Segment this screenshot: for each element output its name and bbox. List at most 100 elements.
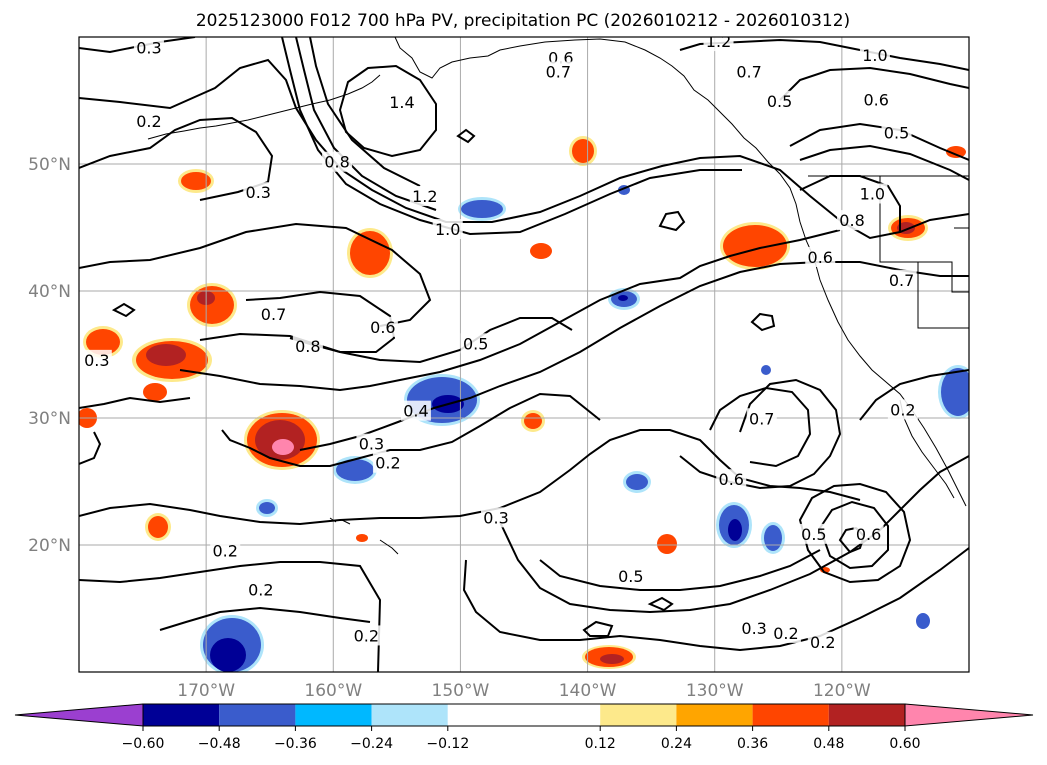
- contour-label-text: 0.4: [403, 402, 428, 421]
- colorbar-tick-label: 0.24: [661, 736, 692, 752]
- precip-shape: [761, 522, 785, 554]
- contour-label: 1.4: [386, 92, 417, 113]
- contour-label-background: [400, 400, 431, 421]
- contour-label-text: 0.7: [546, 63, 571, 82]
- contour-line: [647, 596, 674, 612]
- latitude-labels: 20°N 30°N 40°N 50°N: [28, 155, 71, 556]
- contour-label-text: 0.5: [884, 124, 909, 143]
- contour-line: [79, 37, 196, 54]
- contour-label-background: [837, 210, 868, 231]
- contour-label-background: [734, 61, 765, 82]
- contour-label: 0.2: [770, 622, 801, 643]
- contour-line: [456, 128, 476, 144]
- contour-label-text: 1.4: [389, 93, 414, 112]
- contour-label: 0.7: [543, 61, 574, 82]
- contour-label: 0.6: [367, 316, 398, 337]
- precip-shape: [458, 197, 506, 221]
- lon-tick-label: 150°W: [432, 681, 490, 701]
- contour-label-background: [859, 45, 890, 66]
- contour-label: 0.6: [805, 246, 836, 267]
- contour-line: [79, 431, 102, 465]
- contour-label-text: 0.6: [863, 91, 888, 110]
- contour-line: [299, 261, 969, 451]
- contour-label: 1.0: [859, 45, 890, 66]
- contour-label: 0.2: [887, 399, 918, 420]
- contour-label-background: [764, 90, 795, 111]
- contour-label-background: [356, 433, 387, 454]
- contour-label: 0.8: [837, 210, 868, 231]
- contour-label-text: 1.0: [862, 46, 887, 65]
- contour-label: 0.5: [881, 122, 912, 143]
- contour-label-background: [798, 523, 829, 544]
- contour-label-text: 0.6: [719, 470, 744, 489]
- contour-label: 0.3: [81, 349, 112, 370]
- contour-label-text: 0.2: [136, 112, 161, 131]
- lon-tick-label: 130°W: [686, 681, 744, 701]
- contour-label: 0.2: [807, 631, 838, 652]
- contour-label: 0.6: [861, 89, 892, 110]
- contour-label: 0.8: [322, 151, 353, 172]
- chart-title: 2025123000 F012 700 hPa PV, precipitatio…: [196, 11, 850, 31]
- contour-label-background: [881, 122, 912, 143]
- contour-label-background: [770, 622, 801, 643]
- map-panel: 0.30.20.31.40.81.21.00.60.71.21.00.70.5 0…: [78, 36, 970, 673]
- contour-label: 0.6: [716, 469, 747, 490]
- colorbar-segment: [371, 704, 448, 726]
- contour-line: [779, 66, 969, 101]
- colorbar-segment: [676, 704, 753, 726]
- coastline-west-us: [799, 221, 967, 507]
- lat-tick-label: 40°N: [28, 282, 71, 302]
- precip-shape: [530, 243, 552, 259]
- contour-label-text: 0.7: [889, 271, 914, 290]
- contour-label-text: 0.8: [324, 153, 349, 172]
- longitude-labels: 170°W 160°W 150°W 140°W 130°W 120°W: [177, 681, 871, 701]
- precip-shape: [347, 228, 393, 278]
- contour-label-background: [258, 304, 289, 325]
- contour-label-background: [805, 246, 836, 267]
- contour-label: 0.7: [258, 304, 289, 325]
- contour-label-text: 0.2: [354, 626, 379, 645]
- contour-line: [295, 37, 437, 211]
- lat-tick-label: 50°N: [28, 155, 71, 175]
- contour-label-background: [746, 408, 777, 429]
- contour-label: 1.2: [409, 186, 440, 207]
- contour-line: [750, 312, 776, 332]
- contour-label-text: 0.6: [370, 318, 395, 337]
- colorbar-tick-label: 0.36: [737, 736, 768, 752]
- colorbar-segment: [143, 704, 220, 726]
- lon-tick-label: 160°W: [304, 681, 362, 701]
- precip-shape: [946, 146, 966, 158]
- colorbar-segment: [447, 704, 601, 726]
- contour-label-background: [481, 507, 512, 528]
- contour-line: [789, 122, 969, 161]
- contour-label: 0.7: [734, 61, 765, 82]
- contour-label: 0.4: [400, 400, 431, 421]
- precip-shape: [143, 383, 167, 401]
- precip-shape: [187, 283, 237, 327]
- contour-label-background: [887, 399, 918, 420]
- contour-label: 0.3: [356, 433, 387, 454]
- colorbar-extend-low: [14, 703, 144, 727]
- contour-label-background: [460, 333, 491, 354]
- colorbar-tick-label: −0.24: [350, 736, 393, 752]
- contour-label-background: [372, 452, 403, 473]
- contour-label-background: [615, 565, 646, 586]
- contour-label: 0.6: [853, 523, 884, 544]
- contour-label: 0.7: [886, 269, 917, 290]
- contour-line: [582, 620, 614, 637]
- contour-line: [79, 561, 382, 672]
- lon-tick-label: 140°W: [559, 681, 617, 701]
- contour-label: 1.2: [703, 37, 734, 52]
- contour-label: 0.7: [746, 408, 777, 429]
- contour-label: 1.0: [857, 183, 888, 204]
- contour-line: [221, 392, 601, 467]
- contour-line: [798, 482, 912, 584]
- contour-label-background: [886, 269, 917, 290]
- coastline-aleutians: [147, 74, 381, 140]
- contour-label-background: [409, 186, 440, 207]
- contour-label-background: [386, 92, 417, 113]
- contour-label-background: [857, 183, 888, 204]
- colorbar-tick-label: −0.36: [274, 736, 317, 752]
- contour-label: 0.3: [243, 182, 274, 203]
- contour-label: 0.2: [210, 540, 241, 561]
